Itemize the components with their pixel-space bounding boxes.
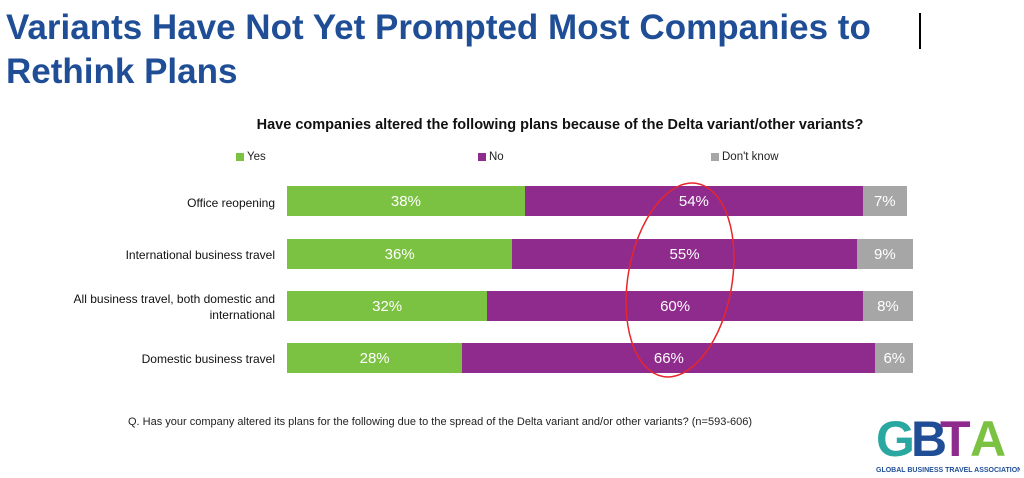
category-label-international-travel: International business travel <box>125 248 275 262</box>
data-label-yes: 32% <box>372 297 403 315</box>
legend-swatch-yes <box>236 153 244 161</box>
chart-title: Have companies altered the following pla… <box>256 117 864 133</box>
data-label-no: 60% <box>660 297 691 315</box>
legend-item-dont-know: Don't know <box>711 151 779 163</box>
logo-letter-a: A <box>970 411 1006 467</box>
logo-letter-t: T <box>940 411 971 467</box>
bar-row: 28% 66% 6% <box>287 343 914 373</box>
bar-row: 38% 54% 7% <box>287 186 907 216</box>
category-label-office-reopening: Office reopening <box>187 196 275 210</box>
bar-segment-dont-know: 9% <box>856 239 913 269</box>
data-label-yes: 38% <box>390 192 421 210</box>
bar-segment-no: 60% <box>487 291 863 321</box>
highlight-ellipse <box>625 182 735 378</box>
category-label-all-travel: All business travel, both domestic and i… <box>73 292 275 322</box>
bar-segment-yes: 38% <box>287 186 525 216</box>
bar-segment-no: 54% <box>524 186 863 216</box>
bar-row: 36% 55% 9% <box>287 239 913 269</box>
data-label-dont-know: 6% <box>883 349 906 367</box>
category-label-domestic-travel: Domestic business travel <box>141 352 275 366</box>
bar-segment-no: 66% <box>462 343 876 373</box>
data-label-dont-know: 7% <box>873 192 896 210</box>
gbta-logo: G B T A GLOBAL BUSINESS TRAVEL ASSOCIATI… <box>876 411 1020 474</box>
legend-label-no: No <box>489 151 504 163</box>
data-label-dont-know: 9% <box>873 245 896 263</box>
bar-segment-dont-know: 8% <box>862 291 913 321</box>
bar-segment-yes: 28% <box>287 343 463 373</box>
bar-segment-no: 55% <box>512 239 857 269</box>
footnote: Q. Has your company altered its plans fo… <box>128 416 752 428</box>
text-cursor <box>919 13 921 49</box>
legend-label-dont-know: Don't know <box>722 151 779 163</box>
data-label-no: 66% <box>653 349 684 367</box>
legend-swatch-no <box>478 153 486 161</box>
logo-letter-g: G <box>876 411 915 467</box>
bar-segment-yes: 32% <box>287 291 488 321</box>
bar-segment-yes: 36% <box>287 239 513 269</box>
data-label-yes: 36% <box>384 245 415 263</box>
data-label-no: 55% <box>669 245 700 263</box>
bar-segment-dont-know: 7% <box>862 186 907 216</box>
legend-label-yes: Yes <box>247 151 266 163</box>
legend-item-no: No <box>478 151 504 163</box>
legend-item-yes: Yes <box>236 151 266 163</box>
legend-swatch-dont-know <box>711 153 719 161</box>
slide-title: Variants Have Not Yet Prompted Most Comp… <box>6 8 871 91</box>
logo-tagline: GLOBAL BUSINESS TRAVEL ASSOCIATION <box>876 467 1020 474</box>
logo-letter-b: B <box>911 411 947 467</box>
data-label-yes: 28% <box>359 349 390 367</box>
bar-segment-dont-know: 6% <box>875 343 914 373</box>
data-label-dont-know: 8% <box>877 297 899 315</box>
bar-row: 32% 60% 8% <box>287 291 913 321</box>
data-label-no: 54% <box>678 192 709 210</box>
